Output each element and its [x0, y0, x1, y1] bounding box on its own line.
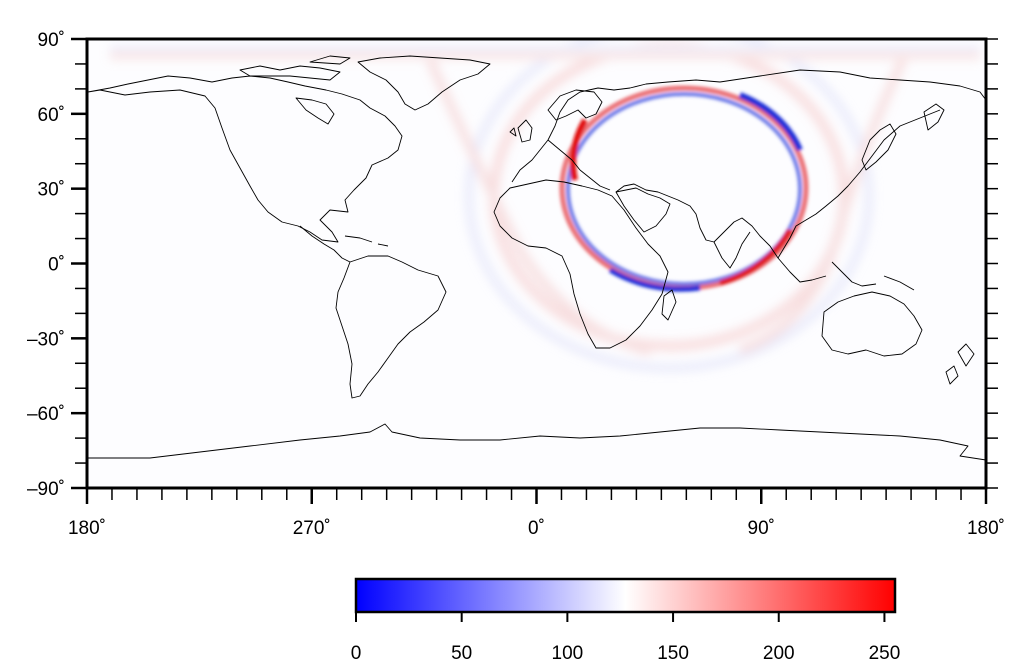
- map-area: [87, 39, 986, 488]
- colorbar-ticks: 0 50 100 150 200 250: [351, 612, 901, 664]
- colorbar-tick-label: 200: [763, 643, 795, 664]
- x-tick-label: 180˚: [68, 518, 106, 539]
- coast-greenland: [357, 55, 491, 111]
- coast-kamchatka: [923, 103, 945, 131]
- coast-arabia: [615, 187, 671, 233]
- coast-caribbean: [344, 235, 389, 247]
- coastlines: [87, 55, 986, 461]
- colorbar-tick-label: 250: [869, 643, 901, 664]
- coast-central-america: [299, 225, 351, 263]
- y-tick-label: 30˚: [38, 180, 65, 201]
- coast-africa: [493, 179, 669, 349]
- wave-ring: [559, 85, 809, 292]
- x-tick-label: 0˚: [528, 518, 545, 539]
- coast-south-america: [335, 255, 447, 399]
- coast-arctic-islands: [239, 55, 351, 81]
- colorbar-tick-label: 0: [351, 643, 362, 664]
- wave-ring-red-arc: [570, 118, 588, 181]
- coast-se-asia: [777, 257, 915, 291]
- coast-antarctica: [88, 423, 986, 461]
- map-ticks: 90˚60˚30˚0˚–30˚–60˚–90˚180˚ 270˚ 0˚ 90˚ 180˚: [27, 30, 1005, 539]
- coast-new-zealand: [945, 343, 975, 385]
- wave-ring-inner: [566, 92, 802, 286]
- y-tick-label: 90˚: [38, 30, 65, 51]
- coast-australia: [821, 291, 923, 357]
- secondary-wavefronts: [110, 39, 980, 372]
- coast-europe: [511, 79, 721, 191]
- coast-north-america: [87, 75, 403, 243]
- wave-ring-blue-arc-ne: [738, 92, 803, 152]
- y-tick-label: 0˚: [48, 255, 65, 276]
- y-tick-label: 60˚: [38, 105, 65, 126]
- x-tick-label: 180˚: [967, 518, 1005, 539]
- y-tick-label: –60˚: [27, 404, 65, 425]
- colorbar-tick-label: 150: [657, 643, 689, 664]
- coast-india: [713, 231, 751, 269]
- x-tick-label: 270˚: [293, 518, 331, 539]
- wave-ring-blue-arc-s: [608, 267, 701, 292]
- coast-scandinavia: [547, 89, 603, 121]
- coast-madagascar: [661, 289, 677, 321]
- coast-uk: [509, 119, 533, 143]
- colorbar: [354, 577, 897, 614]
- coast-japan: [861, 123, 897, 171]
- coast-hudson-bay: [295, 97, 335, 125]
- y-tick-label: –30˚: [27, 329, 65, 350]
- colorbar-tick-label: 50: [451, 643, 472, 664]
- colorbar-tick-label: 100: [552, 643, 584, 664]
- y-tick-label: –90˚: [27, 479, 65, 500]
- x-tick-label: 90˚: [748, 518, 775, 539]
- coast-asia: [615, 69, 986, 259]
- wave-ring-red-arc-se: [719, 228, 793, 286]
